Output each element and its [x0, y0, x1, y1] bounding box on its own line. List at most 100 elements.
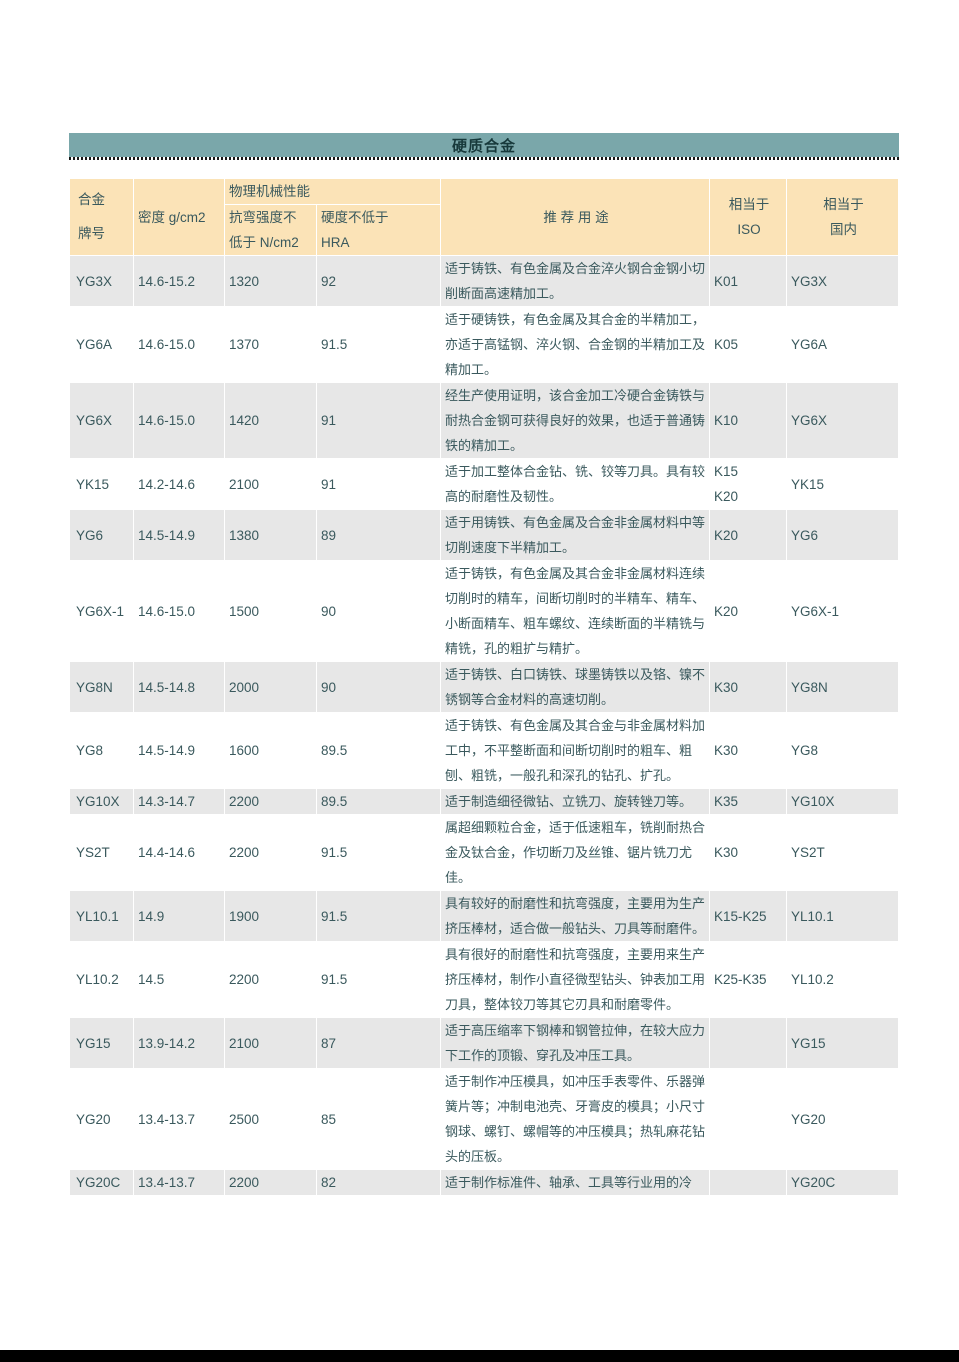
- cell-grade: YG6X-1: [70, 561, 133, 661]
- cell-domestic: YL10.2: [787, 942, 898, 1017]
- cell-strength: 2200: [225, 1170, 316, 1195]
- cell-grade: YK15: [70, 459, 133, 509]
- cell-hardness: 90: [317, 662, 440, 712]
- cell-density: 14.5-14.9: [134, 510, 224, 560]
- header-grade: 合金 牌号: [70, 179, 133, 255]
- cell-domestic: YG10X: [787, 789, 898, 814]
- cell-usage: 适于铸铁、有色金属及其合金与非金属材料加工中，不平整断面和间断切削时的粗车、粗刨…: [441, 713, 709, 788]
- cell-hardness: 89.5: [317, 713, 440, 788]
- table-row: YK15 14.2-14.6 2100 91 适于加工整体合金钻、铣、铰等刀具。…: [70, 459, 898, 509]
- cell-strength: 2100: [225, 1018, 316, 1068]
- cell-grade: YG3X: [70, 256, 133, 306]
- table-body: YG3X 14.6-15.2 1320 92 适于铸铁、有色金属及合金淬火钢合金…: [70, 256, 898, 1195]
- cell-grade: YG8N: [70, 662, 133, 712]
- cell-domestic: YG6X: [787, 383, 898, 458]
- cell-density: 14.3-14.7: [134, 789, 224, 814]
- cell-iso: K15-K25: [710, 891, 786, 941]
- content-area: 硬质合金 合金 牌号 密度 g/cm2 物理机械性能 推 荐 用 途 相当于 I…: [69, 133, 899, 1196]
- cell-density: 14.2-14.6: [134, 459, 224, 509]
- table-row: YG15 13.9-14.2 2100 87 适于高压缩率下钢棒和钢管拉伸，在较…: [70, 1018, 898, 1068]
- cell-density: 13.9-14.2: [134, 1018, 224, 1068]
- table-row: YG20 13.4-13.7 2500 85 适于制作冲压模具，如冲压手表零件、…: [70, 1069, 898, 1169]
- section-title-text: 硬质合金: [451, 137, 516, 155]
- cell-iso: K30: [710, 713, 786, 788]
- cell-iso: [710, 1069, 786, 1169]
- cell-domestic: YL10.1: [787, 891, 898, 941]
- cell-density: 14.5-14.8: [134, 662, 224, 712]
- cell-strength: 2000: [225, 662, 316, 712]
- cell-density: 14.5-14.9: [134, 713, 224, 788]
- cell-density: 14.5: [134, 942, 224, 1017]
- table-row: YG6 14.5-14.9 1380 89 适于用铸铁、有色金属及合金非金属材料…: [70, 510, 898, 560]
- cell-hardness: 91: [317, 459, 440, 509]
- cell-hardness: 92: [317, 256, 440, 306]
- cell-domestic: YS2T: [787, 815, 898, 890]
- cell-strength: 1370: [225, 307, 316, 382]
- cell-domestic: YG15: [787, 1018, 898, 1068]
- table-row: YG8 14.5-14.9 1600 89.5 适于铸铁、有色金属及其合金与非金…: [70, 713, 898, 788]
- cell-density: 14.9: [134, 891, 224, 941]
- cell-iso: K35: [710, 789, 786, 814]
- cell-usage: 具有较好的耐磨性和抗弯强度，主要用为生产挤压棒材，适合做一般钻头、刀具等耐磨件。: [441, 891, 709, 941]
- cell-density: 14.6-15.0: [134, 383, 224, 458]
- cell-strength: 2100: [225, 459, 316, 509]
- cell-density: 14.6-15.2: [134, 256, 224, 306]
- table-header: 合金 牌号 密度 g/cm2 物理机械性能 推 荐 用 途 相当于 ISO 相当…: [70, 179, 898, 255]
- cell-domestic: YG8: [787, 713, 898, 788]
- cell-usage: 适于用铸铁、有色金属及合金非金属材料中等切削速度下半精加工。: [441, 510, 709, 560]
- cell-hardness: 89: [317, 510, 440, 560]
- cell-strength: 2200: [225, 815, 316, 890]
- cell-iso: K01: [710, 256, 786, 306]
- cell-domestic: YG6X-1: [787, 561, 898, 661]
- cell-hardness: 91: [317, 383, 440, 458]
- cell-domestic: YG8N: [787, 662, 898, 712]
- cell-hardness: 91.5: [317, 815, 440, 890]
- table-row: YL10.2 14.5 2200 91.5 具有很好的耐磨性和抗弯强度，主要用来…: [70, 942, 898, 1017]
- cell-grade: YG6X: [70, 383, 133, 458]
- cell-domestic: YG6: [787, 510, 898, 560]
- cell-strength: 1900: [225, 891, 316, 941]
- cell-usage: 适于铸铁、有色金属及合金淬火钢合金钢小切削断面高速精加工。: [441, 256, 709, 306]
- cell-iso: K25-K35: [710, 942, 786, 1017]
- cell-density: 14.6-15.0: [134, 561, 224, 661]
- header-row-1: 合金 牌号 密度 g/cm2 物理机械性能 推 荐 用 途 相当于 ISO 相当…: [70, 179, 898, 255]
- header-domestic: 相当于 国内: [787, 179, 898, 255]
- cell-usage: 属超细颗粒合金，适于低速粗车，铣削耐热合金及钛合金，作切断刀及丝锥、锯片铣刀尤佳…: [441, 815, 709, 890]
- table-row: YG8N 14.5-14.8 2000 90 适于铸铁、白口铸铁、球墨铸铁以及铬…: [70, 662, 898, 712]
- cell-iso: K20: [710, 561, 786, 661]
- cell-usage: 适于铸铁、白口铸铁、球墨铸铁以及铬、镍不锈钢等合金材料的高速切削。: [441, 662, 709, 712]
- cell-iso: K30: [710, 662, 786, 712]
- cell-strength: 1420: [225, 383, 316, 458]
- table-row: YG3X 14.6-15.2 1320 92 适于铸铁、有色金属及合金淬火钢合金…: [70, 256, 898, 306]
- cell-iso: [710, 1170, 786, 1195]
- table-row: YL10.1 14.9 1900 91.5 具有较好的耐磨性和抗弯强度，主要用为…: [70, 891, 898, 941]
- table-row: YS2T 14.4-14.6 2200 91.5 属超细颗粒合金，适于低速粗车，…: [70, 815, 898, 890]
- cell-iso: K10: [710, 383, 786, 458]
- cell-hardness: 91.5: [317, 891, 440, 941]
- cell-density: 14.4-14.6: [134, 815, 224, 890]
- cell-usage: 适于制作冲压模具，如冲压手表零件、乐器弹簧片等；冲制电池壳、牙膏皮的模具；小尺寸…: [441, 1069, 709, 1169]
- header-strength: 抗弯强度不 低于 N/cm2: [225, 205, 316, 255]
- cell-usage: 适于铸铁，有色金属及其合金非金属材料连续切削时的精车，间断切削时的半精车、精车、…: [441, 561, 709, 661]
- cell-iso: K15 K20: [710, 459, 786, 509]
- cell-grade: YG8: [70, 713, 133, 788]
- cell-domestic: YG6A: [787, 307, 898, 382]
- cell-hardness: 91.5: [317, 307, 440, 382]
- bottom-bar: [0, 1350, 959, 1362]
- cell-hardness: 91.5: [317, 942, 440, 1017]
- cell-domestic: YG20C: [787, 1170, 898, 1195]
- cell-usage: 适于加工整体合金钻、铣、铰等刀具。具有较高的耐磨性及韧性。: [441, 459, 709, 509]
- cell-usage: 适于高压缩率下钢棒和钢管拉伸，在较大应力下工作的顶锻、穿孔及冲压工具。: [441, 1018, 709, 1068]
- cell-iso: K30: [710, 815, 786, 890]
- cell-hardness: 82: [317, 1170, 440, 1195]
- cell-iso: K05: [710, 307, 786, 382]
- cell-iso: K20: [710, 510, 786, 560]
- cell-strength: 1600: [225, 713, 316, 788]
- cell-strength: 2200: [225, 789, 316, 814]
- cell-usage: 经生产使用证明，该合金加工冷硬合金铸铁与耐热合金钢可获得良好的效果，也适于普通铸…: [441, 383, 709, 458]
- cell-grade: YG10X: [70, 789, 133, 814]
- cell-strength: 1320: [225, 256, 316, 306]
- section-title-bar: 硬质合金: [69, 133, 899, 157]
- cell-domestic: YG3X: [787, 256, 898, 306]
